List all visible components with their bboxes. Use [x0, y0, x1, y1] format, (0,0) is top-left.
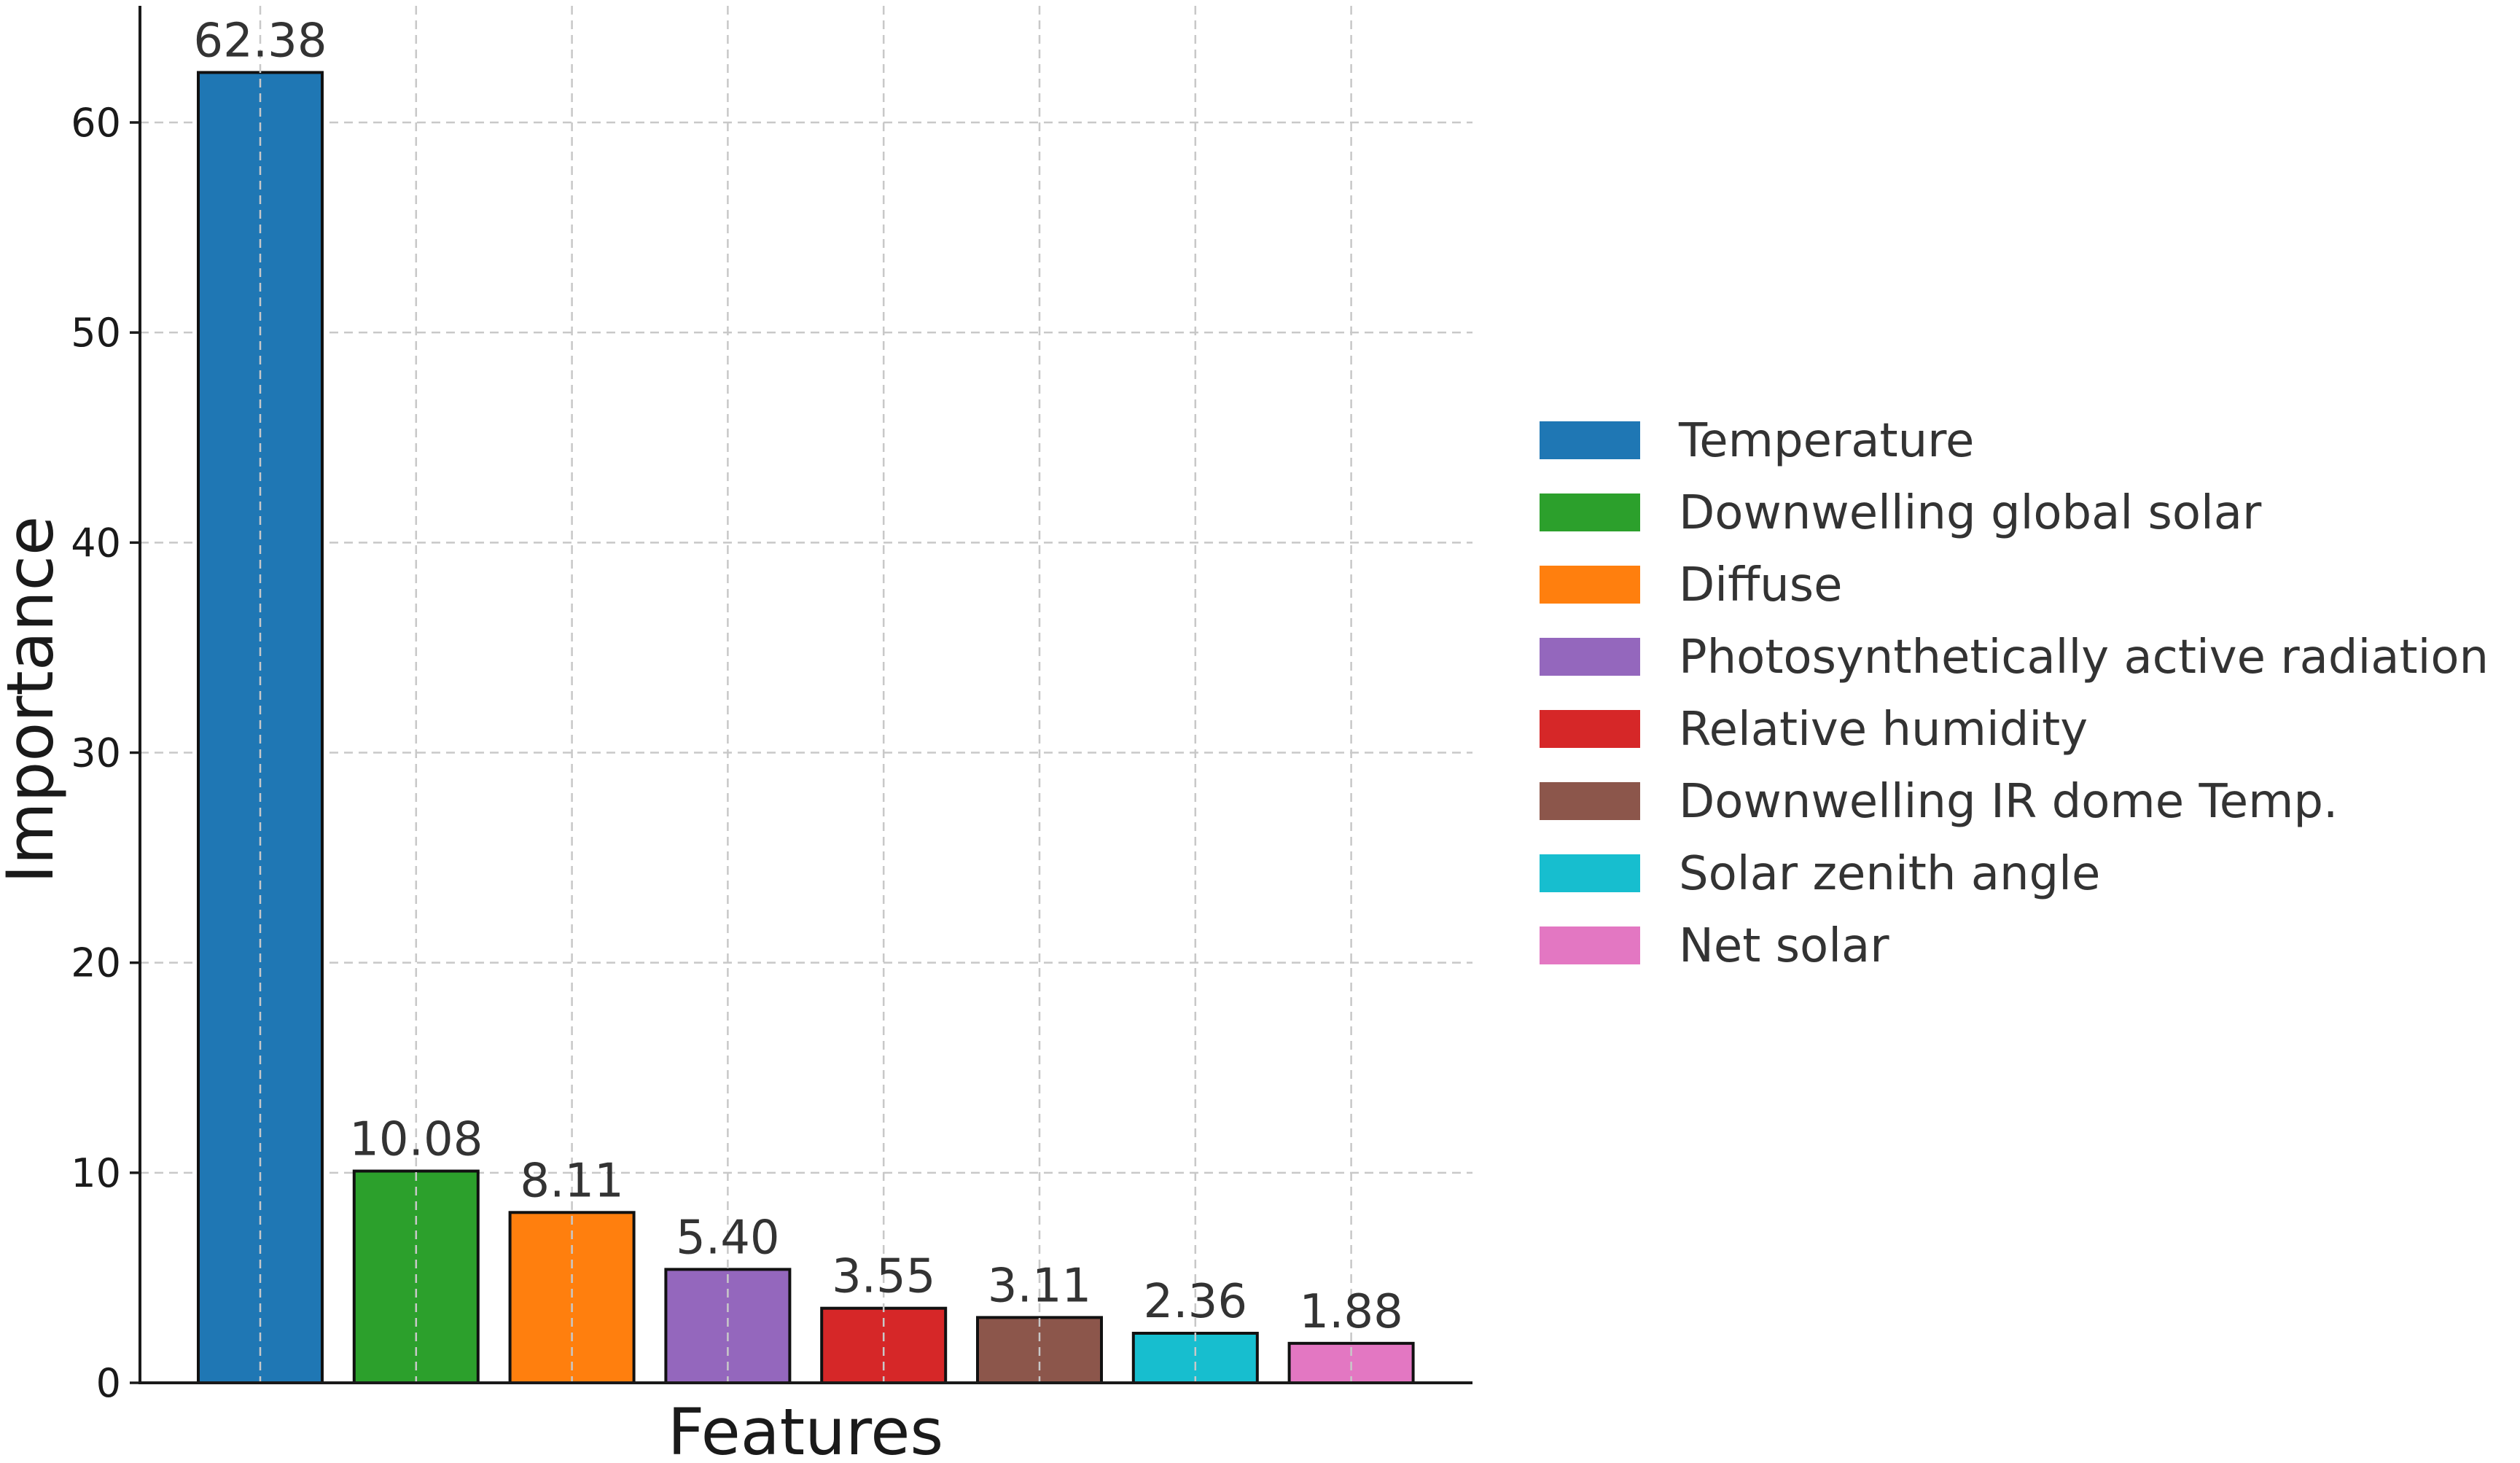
bar-value-label-2: 10.08 — [349, 1113, 483, 1167]
bar-value-label-3: 8.11 — [520, 1154, 624, 1208]
axes — [139, 6, 1472, 1384]
legend-label-1: Temperature — [1678, 414, 1974, 468]
legend-swatch-2 — [1540, 493, 1640, 531]
legend-label-3: Diffuse — [1679, 558, 1842, 612]
legend-swatch-1 — [1540, 421, 1640, 459]
legend-swatch-3 — [1540, 566, 1640, 604]
y-tick-label-30: 30 — [71, 730, 121, 776]
legend-label-5: Relative humidity — [1679, 703, 2088, 757]
x-axis-title: Features — [668, 1394, 943, 1463]
y-axis-ticks: 0 10 20 30 40 50 60 — [71, 100, 140, 1406]
legend: Temperature Downwelling global solar Diffu… — [1540, 414, 2489, 973]
bars — [197, 71, 1415, 1385]
bar-value-label-7: 2.36 — [1144, 1275, 1248, 1329]
y-tick-label-0: 0 — [96, 1360, 121, 1406]
legend-label-8: Net solar — [1679, 919, 1889, 973]
bar-value-label-8: 1.88 — [1299, 1285, 1403, 1339]
vertical-grid-lines — [259, 6, 1352, 1383]
y-tick-label-60: 60 — [71, 100, 121, 146]
bar-value-label-4: 5.40 — [676, 1211, 780, 1265]
legend-label-4: Photosynthetically active radiation — [1679, 631, 2489, 684]
bar-value-label-6: 3.11 — [988, 1259, 1092, 1313]
legend-label-2: Downwelling global solar — [1679, 486, 2262, 540]
y-tick-label-50: 50 — [71, 310, 121, 356]
legend-label-7: Solar zenith angle — [1679, 847, 2100, 901]
legend-swatch-8 — [1540, 926, 1640, 964]
bar-value-labels: 62.38 10.08 8.11 5.40 3.55 3.11 2.36 1.88 — [193, 14, 1403, 1338]
legend-swatch-4 — [1540, 638, 1640, 676]
grid-lines — [140, 121, 1472, 1174]
y-tick-label-20: 20 — [71, 940, 121, 986]
bar-value-label-5: 3.55 — [832, 1250, 936, 1304]
legend-label-6: Downwelling IR dome Temp. — [1679, 775, 2338, 829]
legend-swatch-7 — [1540, 854, 1640, 892]
y-axis-title: Importance — [0, 516, 68, 883]
legend-swatch-5 — [1540, 710, 1640, 748]
y-tick-label-10: 10 — [71, 1150, 121, 1196]
bar-value-label-1: 62.38 — [193, 14, 327, 68]
legend-swatch-6 — [1540, 782, 1640, 820]
y-tick-label-40: 40 — [71, 520, 121, 566]
bar-solar-zenith-angle — [1131, 1331, 1259, 1385]
